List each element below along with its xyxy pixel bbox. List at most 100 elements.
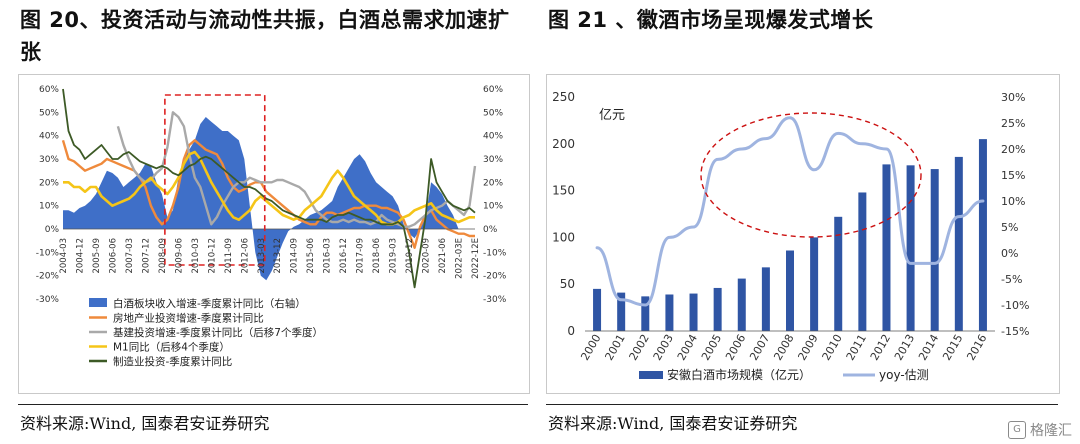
x-axis-tick-label: 2000 [578,332,603,363]
left-axis-tick-label: 0 [567,324,575,338]
x-axis-tick-label: 2010-12 [207,238,217,274]
x-axis-tick-label: 2013 [892,332,917,363]
left-axis-tick-label: 200 [552,137,575,151]
x-axis-tick-label: 2019-03 [389,238,399,274]
series-line-m1 [63,150,475,226]
left-source-text: 资料来源:Wind, 国泰君安证券研究 [20,414,270,433]
highlight-ellipse [700,112,922,238]
x-axis-tick-label: 2010 [820,332,845,363]
left-axis-tick-label: 10% [39,202,59,212]
x-axis-tick-label: 2013-12 [273,238,283,274]
right-axis-tick-label: 30% [1001,91,1025,104]
legend-label: 基建投资增速-季度累计同比（后移7个季度） [113,326,323,339]
bar-market-size [761,267,770,331]
x-axis-tick-label: 2013-03 [257,238,267,274]
right-axis-tick-label: 10% [1001,195,1025,208]
x-axis-tick-label: 2006 [723,332,748,363]
x-axis-tick-label: 2008 [771,332,796,363]
x-axis-tick-label: 2009-06 [174,238,184,274]
x-axis-tick-label: 2021-06 [438,238,448,274]
watermark-logo-icon: G [1008,421,1026,439]
right-axis-tick-label: -5% [1001,273,1022,286]
x-axis-tick-label: 2016-12 [339,238,349,274]
bar-market-size [641,296,650,331]
series-line-yoy [595,116,985,307]
legend-label: M1同比（后移4个季度） [113,341,230,354]
bar-market-size [786,250,794,331]
x-axis-tick-label: 2002 [627,332,652,363]
bar-market-size [665,294,674,331]
right-axis-tick-label: -10% [1001,299,1029,312]
right-axis-tick-label: 40% [483,132,503,142]
right-axis-tick-label: -20% [483,272,507,282]
x-axis-tick-label: 2016-03 [323,238,333,274]
right-axis-tick-label: 20% [483,178,503,188]
right-axis-tick-label: -30% [483,295,507,305]
bar-market-size [810,237,819,331]
x-axis-tick-label: 2007 [747,332,772,363]
left-figure-title-line2: 张 [20,40,42,64]
bar-market-size [930,169,939,331]
bar-market-size [858,192,867,331]
legend-label: 安徽白酒市场规模（亿元） [667,367,811,382]
legend-label: 白酒板块收入增速-季度累计同比（右轴） [113,297,306,310]
highlight-box [164,94,266,266]
left-axis-tick-label: -30% [36,295,60,305]
left-axis-tick-label: 50 [560,277,575,291]
left-axis-tick-label: 250 [552,90,575,104]
series-line-manufacturing [62,88,476,289]
x-axis-tick-label: 2020-09 [422,238,432,274]
x-axis-tick-label: 2008-09 [158,238,168,274]
x-axis-tick-label: 2016 [964,332,989,363]
bar-market-size [978,139,987,331]
x-axis-tick-label: 2014-09 [290,238,300,274]
legend-swatch-area [89,298,107,307]
bar-market-size [906,165,915,331]
bar-market-size [689,293,698,331]
x-axis-tick-label: 2004-12 [75,238,85,274]
x-axis-tick-label: 2011 [844,332,869,363]
right-axis-tick-label: 25% [1001,117,1025,130]
left-figure-title: 图 20、投资活动与流动性共振，白酒总需求加速扩 张 [20,4,510,68]
left-axis-tick-label: -20% [36,272,60,282]
x-axis-tick-label: 2011-09 [224,238,234,274]
legend-label: 房地产业投资增速-季度累计同比 [113,312,264,325]
x-axis-tick-label: 2012 [868,332,893,363]
left-axis-tick-label: 50% [39,108,59,118]
left-axis-tick-label: 0% [45,225,60,235]
x-axis-tick-label: 2019-12 [405,238,415,274]
x-axis-tick-label: 2004 [675,332,700,363]
watermark-text: 格隆汇 [1030,423,1072,439]
right-axis-tick-label: 0% [1001,247,1018,260]
x-axis-tick-label: 2007-03 [125,238,135,274]
left-axis-tick-label: 20% [39,178,59,188]
right-axis-tick-label: 30% [483,155,503,165]
bar-market-size [593,288,602,331]
x-axis-tick-label: 2017-09 [356,238,366,274]
right-axis-tick-label: 60% [483,85,503,95]
x-axis-tick-label: 2015-06 [306,238,316,274]
series-line-infrastructure [116,111,477,228]
series-area-baijiu-revenue [63,117,475,281]
right-axis-tick-label: 20% [1001,143,1025,156]
x-axis-tick-label: 2003 [651,332,676,363]
bar-market-size [834,216,843,331]
legend-label: 制造业投资-季度累计同比 [113,355,232,368]
legend-swatch-bar [639,371,663,379]
x-axis-tick-label: 2005 [699,332,724,363]
y-axis-unit-label: 亿元 [599,108,625,123]
x-axis-tick-label: 2006-06 [108,238,118,274]
left-figure-title-line1: 图 20、投资活动与流动性共振，白酒总需求加速扩 [20,8,510,32]
left-chart-svg: 60% 50% 40% 30% 20% 10% 0% -10% -20% -30% 60% 50% 40… [36,85,507,368]
right-chart-panel: 250 200 150 100 50 0 30% 25% 20% 15% 10% 5% 0% -5% -10… [546,74,1060,394]
left-axis-tick-label: -10% [36,248,60,258]
x-axis-tick-label: 2010-03 [191,238,201,274]
x-axis-tick-label: 2009 [795,332,820,363]
x-axis-tick-label: 2005-09 [92,238,102,274]
bar-market-size [737,278,746,331]
x-axis-tick-label: 2012-06 [240,238,250,274]
x-axis-tick-label: 2007-12 [141,238,151,274]
right-axis-tick-label: 5% [1001,221,1018,234]
right-axis-tick-label: -15% [1001,325,1029,338]
right-source-text: 资料来源:Wind, 国泰君安证券研究 [548,414,798,433]
